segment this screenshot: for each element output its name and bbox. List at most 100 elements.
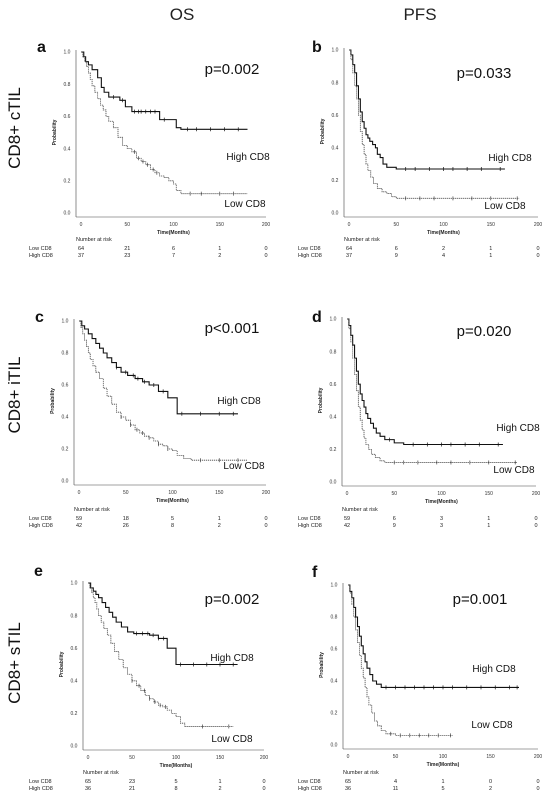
risk-row-label: Low CD8 [29,246,52,252]
p-value-label: p=0.001 [453,591,508,608]
high-cd8-curve [88,582,238,666]
risk-count: 0 [264,253,267,259]
panel-letter: c [35,309,44,326]
y-tick-label: 1.0 [62,319,69,325]
risk-count: 2 [489,786,492,792]
risk-count: 0 [536,246,539,252]
y-axis-label: Probability [50,388,56,414]
risk-row-label: Low CD8 [29,516,52,522]
risk-count: 23 [129,779,135,785]
x-tick-label: 200 [532,491,541,497]
y-tick-label: 0.0 [332,211,339,217]
y-tick-label: 0.0 [71,744,78,750]
risk-count: 59 [344,516,350,522]
p-value-label: p=0.002 [205,591,260,608]
low-cd8-curve [349,49,520,199]
risk-table-title: Number at risk [83,770,119,776]
risk-count: 6 [393,516,396,522]
x-tick-label: 0 [78,490,81,496]
y-tick-label: 0.2 [332,178,339,184]
panel-letter: d [312,309,322,326]
risk-row-label: High CD8 [298,786,322,792]
y-tick-label: 1.0 [332,48,339,54]
risk-count: 5 [174,779,177,785]
y-tick-label: 0.6 [64,114,71,120]
risk-row-label: High CD8 [298,253,322,259]
risk-count: 59 [76,516,82,522]
row-title-stil: CD8+ sTIL [5,622,24,704]
risk-count: 18 [123,516,129,522]
risk-count: 26 [123,523,129,529]
low-cd8-curve-label: Low CD8 [484,201,526,212]
risk-count: 1 [218,516,221,522]
x-tick-label: 100 [169,222,178,228]
x-tick-label: 0 [347,754,350,760]
y-axis-label: Probability [320,118,326,144]
risk-row-label: High CD8 [298,523,322,529]
column-title-pfs: PFS [403,5,436,24]
high-cd8-curve [79,320,238,415]
high-cd8-curve [347,318,503,446]
risk-count: 2 [218,253,221,259]
risk-count: 1 [489,253,492,259]
risk-table-title: Number at risk [74,507,110,513]
risk-count: 42 [344,523,350,529]
risk-count: 2 [442,246,445,252]
panel-letter: e [34,563,43,580]
risk-count: 2 [218,523,221,529]
risk-count: 37 [346,253,352,259]
x-tick-label: 150 [487,222,496,228]
row-title-ctil: CD8+ cTIL [5,87,24,169]
risk-count: 64 [78,246,84,252]
y-tick-label: 1.0 [331,583,338,589]
high-cd8-curve [348,584,519,688]
risk-count: 4 [394,779,397,785]
risk-count: 1 [487,516,490,522]
high-cd8-curve-label: High CD8 [226,152,270,163]
y-tick-label: 0.0 [331,743,338,749]
y-tick-label: 0.2 [64,179,71,185]
y-tick-label: 0.6 [62,383,69,389]
risk-count: 0 [264,516,267,522]
high-cd8-curve [81,51,248,130]
risk-count: 1 [218,246,221,252]
risk-row-label: Low CD8 [298,246,321,252]
risk-table-title: Number at risk [342,507,378,513]
risk-count: 4 [442,253,445,259]
risk-count: 0 [534,523,537,529]
risk-count: 36 [85,786,91,792]
risk-count: 5 [441,786,444,792]
risk-row-label: High CD8 [29,523,53,529]
risk-table-title: Number at risk [343,770,379,776]
risk-count: 1 [487,523,490,529]
risk-count: 9 [393,523,396,529]
risk-count: 0 [489,779,492,785]
row-title-itil: CD8+ iTIL [5,357,24,434]
y-axis-label: Probability [319,652,325,678]
y-tick-label: 0.0 [64,211,71,217]
x-tick-label: 50 [124,222,130,228]
x-axis-label: Time(Months) [425,499,458,505]
risk-count: 0 [262,786,265,792]
y-tick-label: 0.8 [62,351,69,357]
risk-table-title: Number at risk [76,237,112,243]
x-axis-label: Time(Months) [157,230,190,236]
risk-table-title: Number at risk [344,237,380,243]
risk-count: 1 [489,246,492,252]
high-cd8-curve-label: High CD8 [488,153,532,164]
low-cd8-curve-label: Low CD8 [211,734,253,745]
y-tick-label: 0.6 [331,647,338,653]
risk-count: 1 [441,779,444,785]
x-tick-label: 150 [485,491,494,497]
risk-count: 65 [85,779,91,785]
y-tick-label: 0.0 [330,480,337,486]
y-tick-label: 0.4 [62,415,69,421]
risk-count: 0 [264,246,267,252]
risk-count: 65 [345,779,351,785]
x-axis-label: Time(Months) [427,762,460,768]
low-cd8-curve [81,51,248,195]
risk-row-label: High CD8 [29,253,53,259]
